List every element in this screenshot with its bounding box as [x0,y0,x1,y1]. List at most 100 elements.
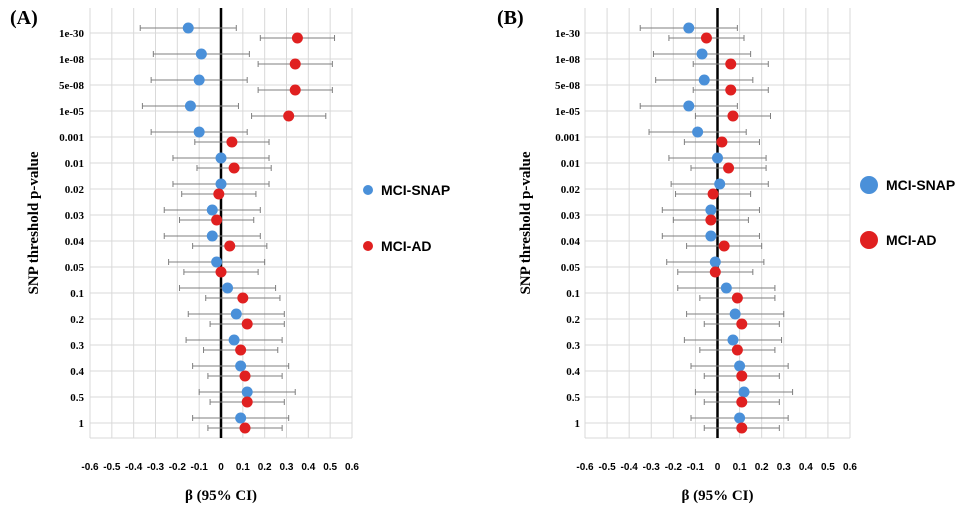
data-point [235,412,247,424]
forest-plot-b: (B) 1e-30 1e-08 5e-08 1e-05 0.001 0.01 0.02 0.03… [497,7,955,504]
x-tick-label: -0.1 [687,462,705,473]
y-tick-label: 0.3 [566,340,580,352]
y-tick-label: 1e-05 [555,106,581,118]
data-point [700,32,712,44]
y-tick-label: 5e-08 [555,80,581,92]
y-tick-label: 0.001 [555,132,580,144]
x-tick-label: -0.5 [103,462,121,473]
x-tick-label: -0.3 [147,462,165,473]
y-tick-label: 1e-08 [555,54,581,66]
y-tick-label: 0.05 [561,262,581,274]
data-point [184,100,196,112]
data-point [241,386,253,398]
data-point [215,152,227,164]
series-mci-snap [639,22,794,424]
data-point [215,178,227,190]
x-tick-label: 0.3 [777,462,791,473]
y-tick-label: 0.02 [65,184,85,196]
y-tick-label: 0.1 [566,288,580,300]
data-point [230,308,242,320]
data-point [736,422,748,434]
legend-swatch [363,185,373,195]
legend-label: MCI-SNAP [381,182,450,198]
data-point [716,136,728,148]
data-point [714,178,726,190]
data-point [705,214,717,226]
y-tick-label: 0.04 [561,236,581,248]
x-tick-label: -0.4 [125,462,143,473]
y-tick-label: 0.02 [561,184,581,196]
series-mci-ad [179,32,336,434]
y-tick-label: 0.03 [65,210,85,222]
panel-label: (A) [10,7,38,29]
y-tick-label: 0.04 [65,236,85,248]
data-point [698,74,710,86]
data-point [193,74,205,86]
data-point [683,22,695,34]
y-tick-label: 0.001 [59,132,84,144]
legend-label: MCI-AD [886,232,937,248]
y-tick-label: 1 [79,418,85,430]
x-tick-label: 0.4 [301,462,315,473]
data-point [725,58,737,70]
y-tick-label: 0.2 [70,314,84,326]
data-point [211,256,223,268]
data-point [235,344,247,356]
x-tick-label: -0.6 [81,462,99,473]
data-point [709,256,721,268]
data-point [729,308,741,320]
y-tick-label: 0.5 [566,392,580,404]
y-tick-label: 0.01 [65,158,84,170]
x-tick-label: 0.1 [733,462,747,473]
data-point [734,360,746,372]
data-point [731,344,743,356]
x-axis-title: β (95% CI) [185,488,257,504]
data-point [195,48,207,60]
data-point [222,282,234,294]
data-point [283,110,295,122]
x-tick-label: 0.4 [799,462,813,473]
data-point [705,204,717,216]
data-point [206,230,218,242]
legend-label: MCI-AD [381,238,432,254]
x-tick-label: -0.3 [643,462,661,473]
x-axis-title: β (95% CI) [681,488,753,504]
data-point [182,22,194,34]
y-tick-label: 1e-30 [59,28,85,40]
x-tick-label: -0.1 [191,462,209,473]
x-tick-label: 0.2 [258,462,272,473]
x-tick-label: 0 [218,462,224,473]
y-axis-title: SNP threshold p-value [518,151,534,294]
panel-label: (B) [497,7,524,29]
data-point [235,360,247,372]
data-point [289,84,301,96]
legend-swatch [363,241,373,251]
data-point [215,266,227,278]
data-point [206,204,218,216]
y-axis-title: SNP threshold p-value [26,151,42,294]
x-tick-label: -0.4 [621,462,639,473]
data-point [226,136,238,148]
x-tick-label: 0.5 [323,462,337,473]
data-point [736,396,748,408]
data-point [289,58,301,70]
y-tick-label: 0.4 [566,366,580,378]
data-point [211,214,223,226]
series-mci-ad [668,32,780,434]
x-tick-label: -0.2 [169,462,187,473]
y-tick-label: 0.4 [70,366,84,378]
data-point [213,188,225,200]
y-tick-label: 0.3 [70,340,84,352]
x-tick-label: -0.5 [598,462,616,473]
legend-label: MCI-SNAP [886,177,955,193]
forest-plot-a: (A) 1e-30 1e-08 5e-08 1e-05 0.001 0.01 0.02 0.03… [10,7,450,504]
data-point [718,240,730,252]
data-point [239,422,251,434]
data-point [736,370,748,382]
x-tick-label: 0.6 [843,462,857,473]
y-tick-label: 1 [575,418,581,430]
data-point [727,334,739,346]
legend-swatch [860,231,878,249]
